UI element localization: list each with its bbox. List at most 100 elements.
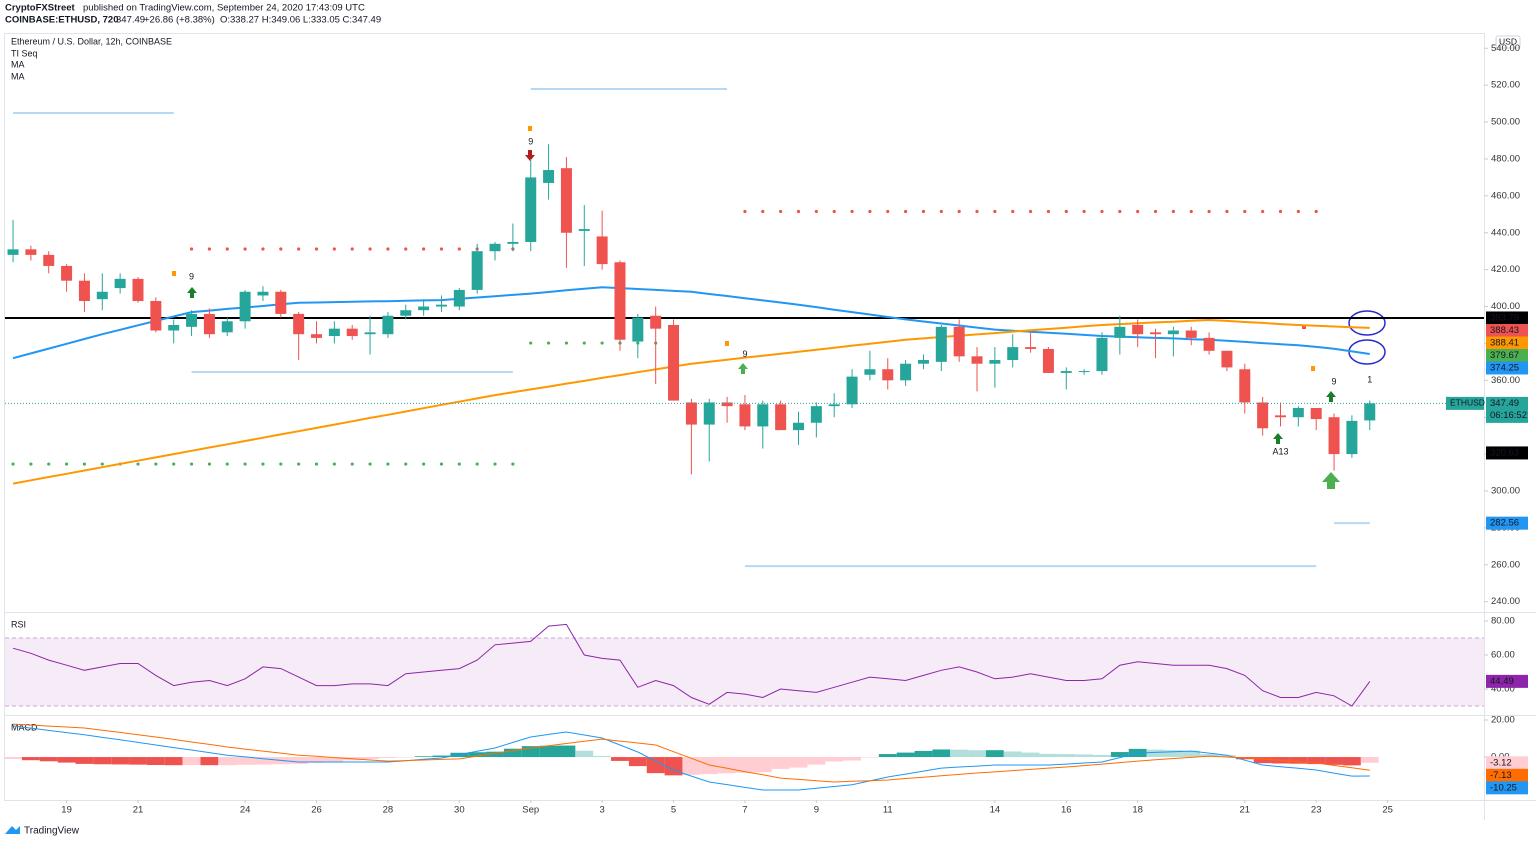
rsi-line xyxy=(12,623,1371,707)
macd-histogram-bar xyxy=(664,757,683,776)
macd-histogram-bar xyxy=(289,757,308,764)
x-tick-label: 16 xyxy=(1061,805,1072,816)
highlight-circle xyxy=(1348,339,1386,365)
candle-body xyxy=(935,326,947,362)
level-dot xyxy=(493,462,497,466)
macd-histogram-bar xyxy=(1325,757,1343,765)
level-dot xyxy=(529,341,533,345)
level-dot xyxy=(243,462,247,466)
level-dot xyxy=(1225,209,1229,214)
macd-histogram-bar xyxy=(146,757,165,765)
currency: USD xyxy=(1499,36,1517,46)
macd-histogram-bar xyxy=(1110,752,1129,758)
seq-icon xyxy=(172,271,176,276)
macd-histogram-bar xyxy=(557,745,576,758)
macd-histogram-bar xyxy=(414,756,433,758)
level-dot xyxy=(189,247,194,251)
level-dot xyxy=(582,341,586,345)
macd-histogram-bar xyxy=(93,757,112,765)
seq-level xyxy=(743,209,1318,214)
macd-histogram-bar xyxy=(539,745,558,758)
level-dot xyxy=(261,462,265,466)
level-dot xyxy=(939,209,943,214)
buy-arrow xyxy=(187,287,197,298)
rsi-band xyxy=(5,638,1484,706)
macd-histogram-bar xyxy=(218,757,237,766)
macd-histogram-bar xyxy=(753,757,772,773)
macd-histogram-bar xyxy=(361,757,379,760)
level-dot xyxy=(350,247,354,251)
level-dot xyxy=(814,209,818,214)
level-dot xyxy=(1136,209,1140,214)
candle-body xyxy=(382,315,394,335)
level-dot xyxy=(243,247,247,251)
level-dot xyxy=(957,209,961,214)
candle-body xyxy=(1185,330,1197,338)
level-dot xyxy=(1100,209,1104,214)
level-dot xyxy=(100,462,104,466)
candle-body xyxy=(828,404,840,407)
macd-histogram-bar xyxy=(950,749,969,758)
axis-badge xyxy=(1486,348,1528,362)
candle-body xyxy=(96,291,108,300)
candle-body xyxy=(543,170,555,183)
candle-body xyxy=(614,262,626,340)
candle-body xyxy=(239,291,251,322)
macd-histogram-bar xyxy=(164,757,183,766)
level-dot xyxy=(457,247,461,251)
level-dot xyxy=(457,462,461,466)
candle-body xyxy=(364,332,376,335)
macd-histogram-bar xyxy=(129,757,147,765)
macd-histogram-bar xyxy=(1253,757,1272,764)
axis-badge xyxy=(1486,781,1528,795)
macd-histogram-bar xyxy=(468,752,487,758)
macd-histogram-bar xyxy=(1218,755,1236,758)
x-tick-label: 3 xyxy=(599,805,604,816)
level-dot xyxy=(386,462,390,466)
candle-body xyxy=(953,326,965,357)
candle-body xyxy=(703,402,715,425)
y-tick-label: 520.00 xyxy=(1491,80,1520,91)
macd-histogram-bar xyxy=(646,757,665,774)
level-dot xyxy=(868,209,872,214)
level-dot xyxy=(47,462,51,466)
seq-marker: 1 xyxy=(1367,375,1372,385)
x-tick-label: 18 xyxy=(1132,805,1143,816)
axis-badge xyxy=(1486,361,1528,375)
candle-body xyxy=(293,313,305,335)
macd-histogram-bar xyxy=(1093,755,1111,758)
macd-histogram-bar xyxy=(1075,754,1094,758)
candle-body xyxy=(864,369,876,375)
axis-badge xyxy=(1486,323,1528,337)
macd-histogram-bar xyxy=(771,757,790,769)
macd-histogram-bar xyxy=(896,752,915,758)
x-tick-label: Sep xyxy=(522,805,539,816)
rsi-title: RSI xyxy=(11,619,26,629)
x-tick-label: 7 xyxy=(742,805,747,816)
buy-arrow xyxy=(1273,433,1283,444)
published-info: published on TradingView.com, September … xyxy=(83,3,365,14)
seq-marker: 9 xyxy=(1332,377,1337,387)
candle-body xyxy=(721,402,733,407)
level-dot xyxy=(1118,209,1122,214)
level-dot xyxy=(1171,209,1175,214)
macd-histogram-bar xyxy=(718,757,737,774)
candle-body xyxy=(489,243,501,252)
macd-histogram-bar xyxy=(878,754,897,758)
candle-body xyxy=(1239,369,1251,403)
x-tick-label: 25 xyxy=(1382,805,1393,816)
candle-body xyxy=(1274,415,1286,418)
level-dot xyxy=(64,462,69,466)
candle-body xyxy=(578,229,590,231)
x-tick-label: 11 xyxy=(883,805,893,816)
candle-body xyxy=(668,324,680,401)
moving-average xyxy=(12,286,1370,360)
candle-body xyxy=(596,236,608,265)
last-price-label: 347.49 xyxy=(1490,398,1519,409)
candle-body xyxy=(78,280,90,301)
axis-badge-label: -10.25 xyxy=(1490,782,1517,793)
level-dot xyxy=(368,247,372,251)
axis-badge xyxy=(1486,446,1528,460)
symbol-tag-label: ETHUSD xyxy=(1450,398,1485,408)
macd-histogram-bar xyxy=(985,750,1004,758)
